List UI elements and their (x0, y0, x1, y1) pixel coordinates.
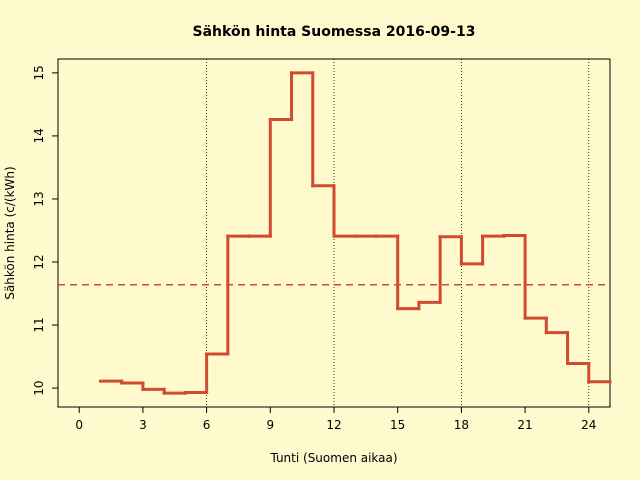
y-tick-label: 12 (32, 254, 46, 269)
x-tick-label: 6 (203, 418, 211, 432)
x-tick-label: 3 (139, 418, 147, 432)
chart-title: Sähkön hinta Suomessa 2016-09-13 (193, 24, 476, 40)
x-tick-label: 12 (326, 418, 341, 432)
y-tick-label: 13 (32, 191, 46, 206)
x-tick-label: 15 (390, 418, 405, 432)
x-tick-label: 18 (454, 418, 469, 432)
y-tick-label: 14 (32, 128, 46, 143)
x-tick-label: 21 (517, 418, 532, 432)
x-tick-label: 0 (75, 418, 83, 432)
y-tick-label: 11 (32, 317, 46, 332)
y-tick-label: 10 (32, 380, 46, 395)
y-axis-label: Sähkön hinta (c/(kWh) (3, 166, 17, 299)
x-tick-label: 24 (581, 418, 596, 432)
x-tick-label: 9 (266, 418, 274, 432)
x-axis-label: Tunti (Suomen aikaa) (269, 451, 397, 465)
y-tick-label: 15 (32, 65, 46, 80)
